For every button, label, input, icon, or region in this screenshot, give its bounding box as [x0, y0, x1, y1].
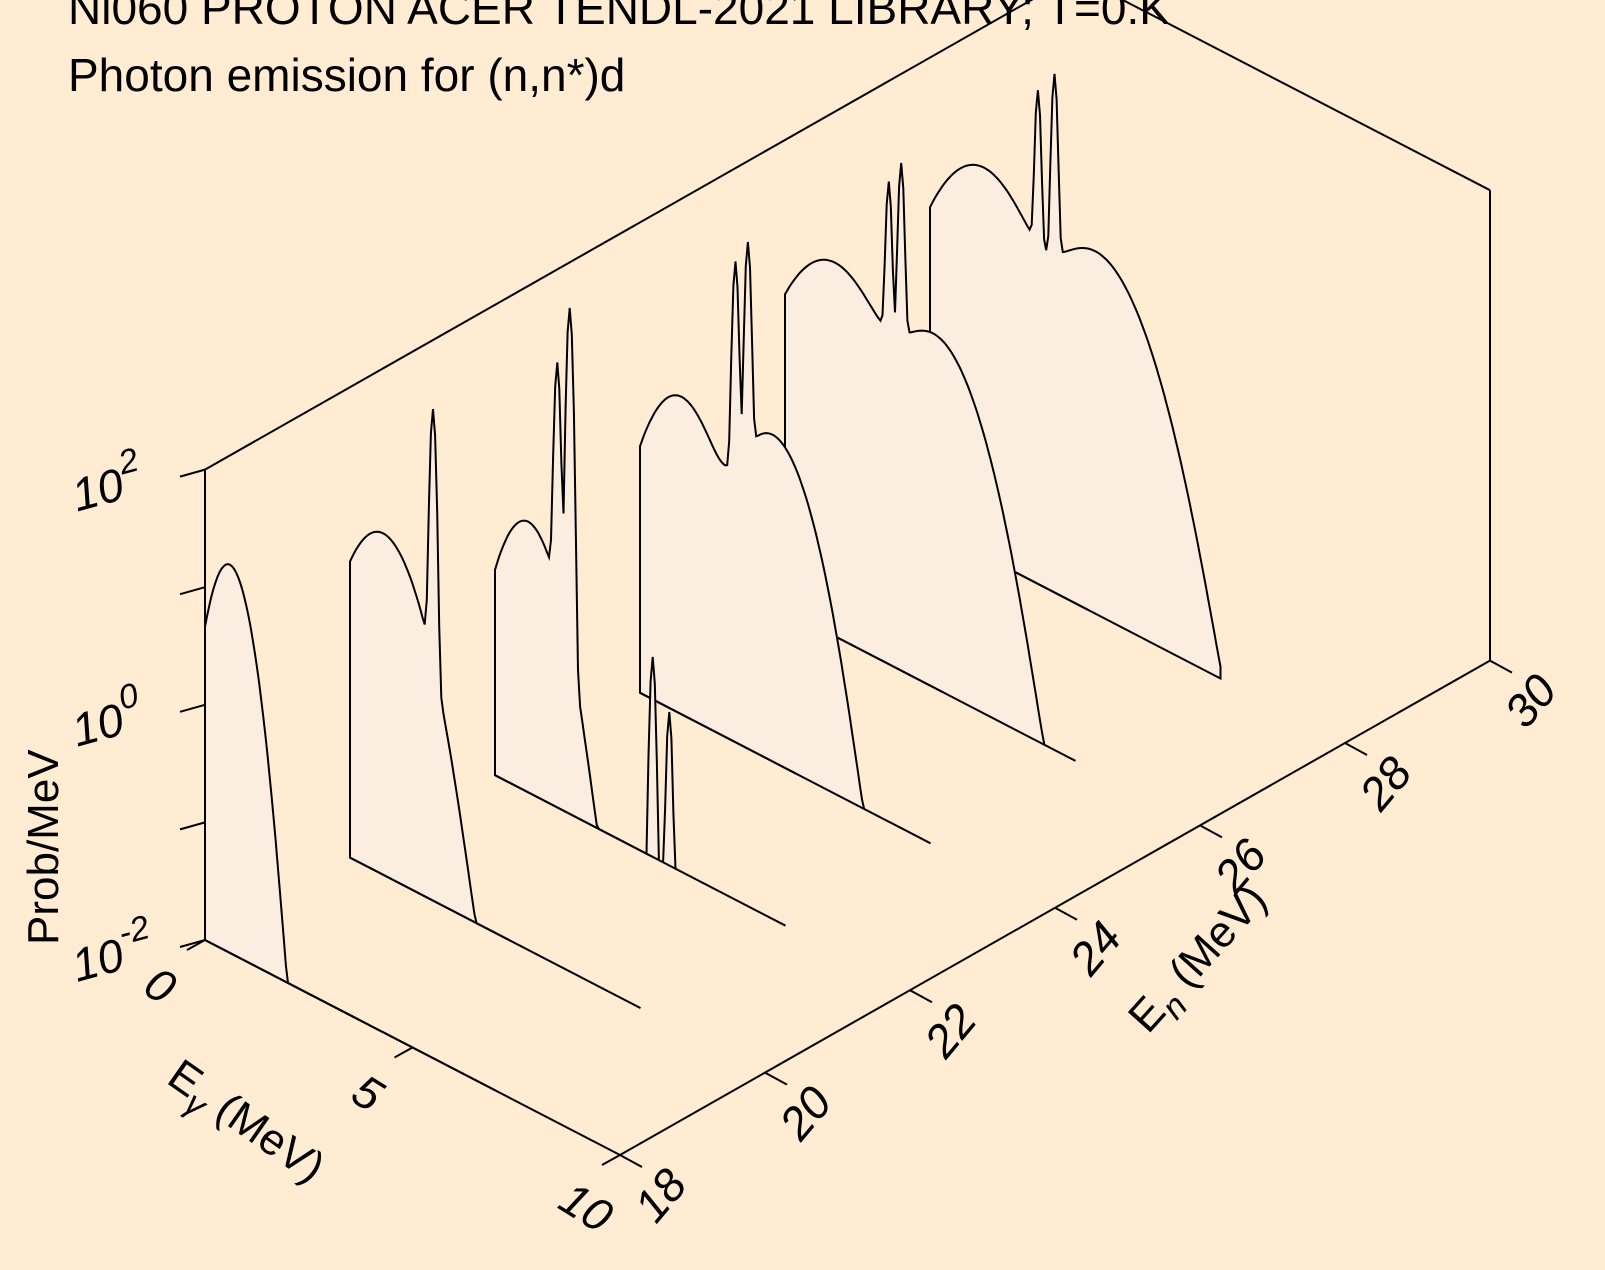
x-tick-label: 5 [343, 1064, 393, 1122]
y-tick-label: 18 [624, 1158, 697, 1231]
spectra [204, 73, 1222, 1092]
spectrum-area [639, 241, 931, 845]
y-tick [1489, 659, 1513, 674]
x-tick-label: 0 [136, 956, 186, 1014]
x-tick [601, 1154, 621, 1166]
z-tick [179, 821, 206, 831]
top-right-edge [1120, 0, 1491, 192]
y-tick [909, 989, 933, 1004]
chart-title-line1: Ni060 PROTON ACER TENDL-2021 LIBRARY; T=… [68, 0, 1170, 34]
spectrum [494, 307, 786, 927]
z-tick [179, 468, 206, 478]
y-tick [619, 1154, 643, 1168]
x-tick-label: 10 [551, 1171, 622, 1242]
chart-title-line2: Photon emission for (n,n*)d [68, 49, 625, 101]
z-tick-label: 100 [63, 676, 149, 756]
z-tick [179, 939, 206, 948]
z-tick [179, 703, 206, 713]
z-tick-label: 10-2 [63, 908, 160, 991]
x-axis-label: Eγ (MeV) [154, 1050, 334, 1201]
spectrum-baseline [349, 856, 509, 941]
y-tick-label: 20 [768, 1076, 842, 1150]
y-tick-label: 30 [1494, 664, 1567, 737]
y-tick-label: 28 [1348, 746, 1422, 820]
z-tick [179, 586, 206, 596]
x-tick [394, 1046, 413, 1059]
y-tick [1344, 742, 1368, 756]
spectrum [204, 563, 496, 1092]
spectrum-baseline [639, 691, 799, 776]
y-tick [1199, 824, 1223, 839]
top-back-edge [204, 0, 1034, 471]
spectrum-area [784, 162, 1076, 762]
y-tick-label: 24 [1058, 912, 1131, 985]
y-axis-label: En (MeV) [1119, 875, 1283, 1048]
spectrum-baseline [494, 774, 654, 858]
y-tick [1054, 906, 1078, 921]
y-tick-label: 22 [913, 994, 986, 1067]
spectrum [349, 409, 641, 1009]
spectrum-baseline [204, 939, 364, 1023]
z-axis-label: Prob/MeV [19, 749, 68, 945]
spectrum [639, 241, 931, 845]
y-tick [764, 1071, 788, 1086]
z-tick-label: 102 [63, 441, 149, 521]
